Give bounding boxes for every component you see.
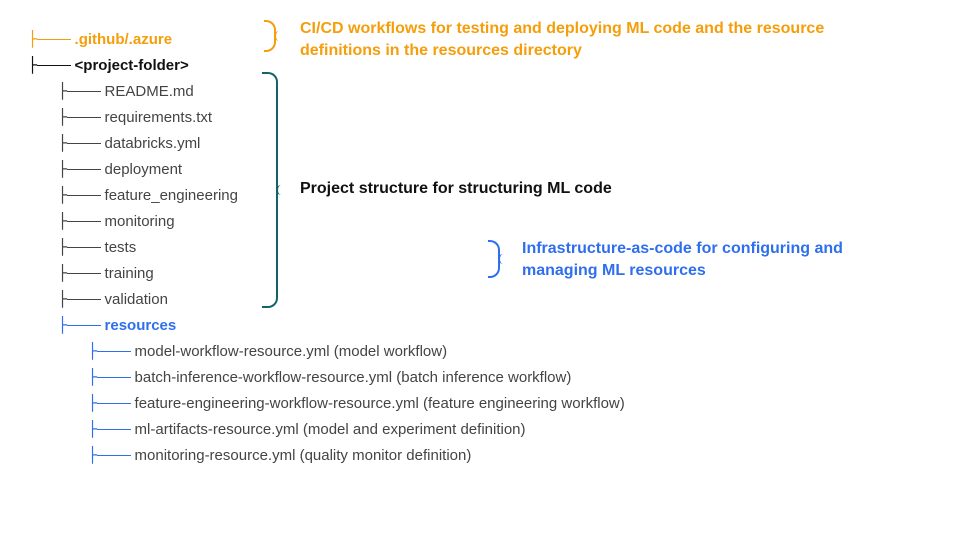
tree-row: ├ ml-artifacts-resource.yml (model and e… [88, 416, 625, 442]
tree-label: ml-artifacts-resource.yml (model and exp… [131, 422, 526, 437]
annotation-cicd: CI/CD workflows for testing and deployin… [300, 18, 860, 61]
tree-resources-children: ├ model-workflow-resource.yml (model wor… [58, 338, 625, 468]
tree-label: training [101, 266, 154, 281]
tree-label-resources: resources [101, 318, 177, 333]
tree-hline [37, 39, 71, 40]
tree-row: ├ requirements.txt [58, 104, 625, 130]
tree-label: batch-inference-workflow-resource.yml (b… [131, 370, 572, 385]
tree-row: ├ README.md [58, 78, 625, 104]
tree-label: README.md [101, 84, 194, 99]
tree-row: ├ validation [58, 286, 625, 312]
tree-label: databricks.yml [101, 136, 201, 151]
tree-row-resources: ├ resources [58, 312, 625, 338]
brace-iac [488, 240, 500, 278]
tree-label: monitoring-resource.yml (quality monitor… [131, 448, 472, 463]
brace-cicd [264, 20, 276, 52]
brace-project [262, 72, 278, 308]
tree-label: requirements.txt [101, 110, 213, 125]
tree-label: tests [101, 240, 137, 255]
tree-label-github: .github/.azure [71, 32, 173, 47]
tree-label: model-workflow-resource.yml (model workf… [131, 344, 448, 359]
tree-connector: ├ [28, 58, 37, 73]
annotation-iac: Infrastructure-as-code for configuring a… [522, 238, 882, 281]
tree-label: validation [101, 292, 168, 307]
annotation-project: Project structure for structuring ML cod… [300, 178, 612, 200]
tree-row: ├ batch-inference-workflow-resource.yml … [88, 364, 625, 390]
tree-connector: ├ [28, 32, 37, 47]
tree-row: ├ monitoring-resource.yml (quality monit… [88, 442, 625, 468]
tree-row: ├ model-workflow-resource.yml (model wor… [88, 338, 625, 364]
tree-label: feature_engineering [101, 188, 238, 203]
tree-label-project: <project-folder> [71, 58, 189, 73]
tree-hline [37, 65, 71, 66]
tree-label: feature-engineering-workflow-resource.ym… [131, 396, 625, 411]
tree-row: ├ feature-engineering-workflow-resource.… [88, 390, 625, 416]
tree-row: ├ monitoring [58, 208, 625, 234]
tree-row: ├ databricks.yml [58, 130, 625, 156]
tree-label: monitoring [101, 214, 175, 229]
tree-label: deployment [101, 162, 183, 177]
